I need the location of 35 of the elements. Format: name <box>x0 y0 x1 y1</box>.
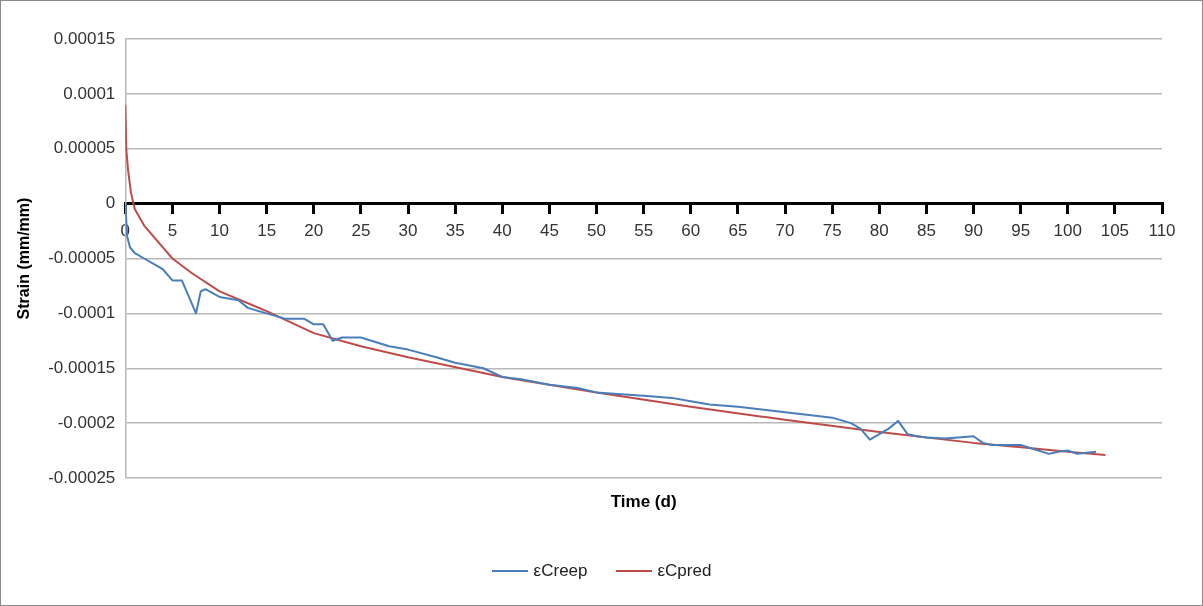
x-tick-label: 50 <box>587 220 606 240</box>
x-tick-label: 40 <box>492 220 512 240</box>
y-tick-label: 0 <box>105 193 116 213</box>
x-tick-label: 80 <box>869 220 889 240</box>
x-tick-label: 60 <box>681 220 701 240</box>
x-tick-label: 65 <box>728 220 748 240</box>
y-tick-label: 0.00015 <box>53 28 116 48</box>
y-tick-label: -0.00025 <box>48 467 116 487</box>
x-tick-label: 110 <box>1148 220 1176 240</box>
y-tick-label: 0.00005 <box>53 138 116 158</box>
x-tick-label: 25 <box>351 220 371 240</box>
y-axis-title: Strain (mm/mm) <box>15 197 33 320</box>
x-tick-label: 85 <box>916 220 936 240</box>
y-tick-label: 0.0001 <box>63 83 116 103</box>
x-tick-label: 45 <box>539 220 559 240</box>
x-tick-label: 90 <box>964 220 983 240</box>
x-tick-label: 105 <box>1100 220 1130 240</box>
y-tick-label: -0.00005 <box>48 248 116 268</box>
x-tick-label: 20 <box>304 220 324 240</box>
y-tick-label: -0.0002 <box>57 412 116 432</box>
x-tick-label: 70 <box>775 220 795 240</box>
x-tick-label: 10 <box>210 220 230 240</box>
x-tick-label: 15 <box>257 220 277 240</box>
x-tick-label: 75 <box>822 220 842 240</box>
x-tick-label: 5 <box>167 220 178 240</box>
legend-label: εCpred <box>657 561 712 581</box>
x-tick-label: 100 <box>1053 220 1082 240</box>
legend-label: εCreep <box>533 561 588 581</box>
x-tick-label: 35 <box>445 220 465 240</box>
x-tick-label: 95 <box>1011 220 1031 240</box>
x-tick-label: 30 <box>398 220 418 240</box>
y-tick-label: -0.00015 <box>48 357 116 377</box>
y-tick-label: -0.0001 <box>57 303 116 323</box>
x-axis-title: Time (d) <box>610 491 677 511</box>
x-tick-label: 55 <box>634 220 654 240</box>
